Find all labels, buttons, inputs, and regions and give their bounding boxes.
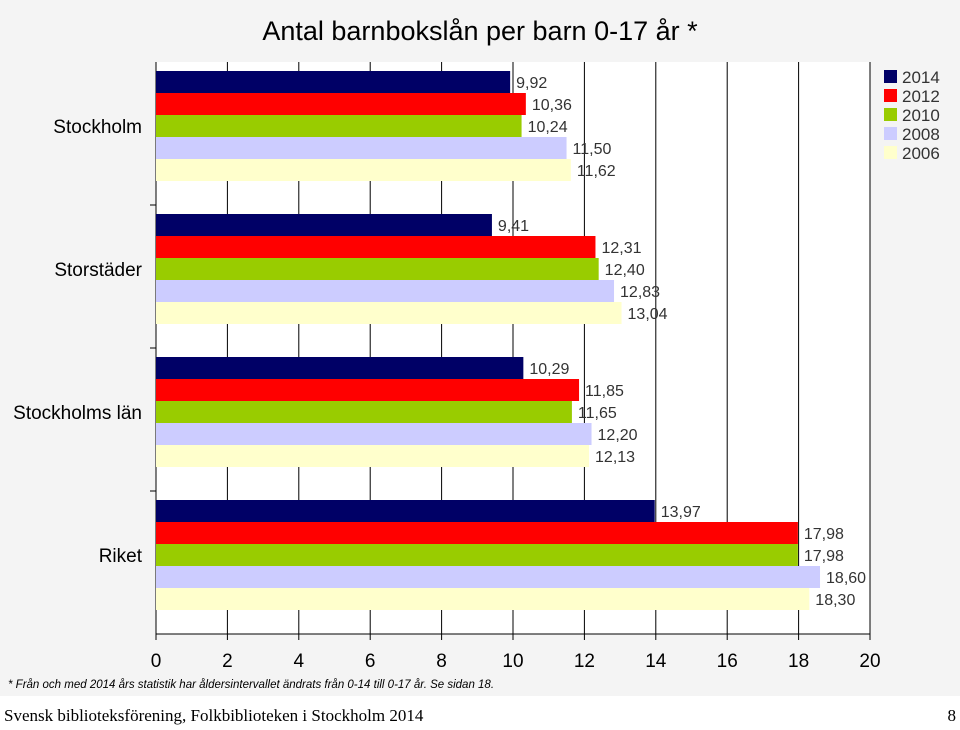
- x-tick-label: 16: [717, 651, 738, 672]
- data-label: 11,50: [573, 141, 612, 158]
- x-tick-label: 10: [502, 651, 523, 672]
- bar-2006: [156, 159, 571, 181]
- bar-2012: [156, 236, 596, 258]
- category-label: Storstäder: [54, 260, 142, 281]
- x-tick-label: 20: [859, 651, 880, 672]
- data-label: 10,24: [528, 119, 568, 136]
- bar-2010: [156, 115, 522, 137]
- data-label: 9,92: [516, 75, 547, 92]
- bar-2014: [156, 71, 511, 93]
- bar-2006: [156, 588, 810, 610]
- bar-2008: [156, 137, 567, 159]
- legend-label: 2008: [902, 125, 940, 144]
- legend-swatch-2012: [884, 89, 897, 102]
- data-label: 13,04: [628, 306, 668, 323]
- data-label: 12,40: [605, 262, 645, 279]
- x-tick-label: 2: [222, 651, 233, 672]
- bar-chart: Antal barnbokslån per barn 0-17 år * 9,9…: [8, 16, 940, 691]
- category-label: Stockholm: [53, 117, 142, 138]
- page-footer: Svensk biblioteksförening, Folkbibliotek…: [0, 696, 960, 730]
- bar-2008: [156, 423, 592, 445]
- bar-2010: [156, 544, 798, 566]
- bar-2010: [156, 258, 599, 280]
- data-label: 17,98: [804, 526, 844, 543]
- bar-2010: [156, 401, 572, 423]
- legend-label: 2010: [902, 106, 940, 125]
- legend-label: 2006: [902, 144, 940, 163]
- bar-2014: [156, 500, 655, 522]
- data-label: 10,29: [529, 361, 569, 378]
- bar-2012: [156, 93, 526, 115]
- legend-swatch-2014: [884, 70, 897, 83]
- bar-2014: [156, 357, 524, 379]
- x-tick-label: 18: [788, 651, 809, 672]
- legend-swatch-2010: [884, 108, 897, 121]
- legend-label: 2014: [902, 68, 940, 87]
- x-tick-label: 8: [436, 651, 447, 672]
- data-label: 11,62: [577, 163, 616, 180]
- bar-2006: [156, 445, 590, 467]
- data-label: 12,20: [598, 427, 638, 444]
- data-label: 18,30: [815, 592, 855, 609]
- footer-source: Svensk biblioteksförening, Folkbibliotek…: [4, 706, 424, 725]
- x-tick-label: 0: [151, 651, 162, 672]
- data-label: 17,98: [804, 548, 844, 565]
- data-label: 9,41: [498, 218, 529, 235]
- footnote: * Från och med 2014 års statistik har ål…: [8, 679, 494, 691]
- bar-2008: [156, 280, 615, 302]
- chart-area: Antal barnbokslån per barn 0-17 år * 9,9…: [0, 0, 960, 696]
- x-tick-label: 12: [574, 651, 595, 672]
- category-label: Stockholms län: [13, 403, 142, 424]
- legend-swatch-2008: [884, 127, 897, 140]
- category-label: Riket: [99, 546, 143, 567]
- bar-2006: [156, 302, 622, 324]
- bar-2014: [156, 214, 492, 236]
- x-tick-label: 4: [294, 651, 305, 672]
- legend-swatch-2006: [884, 146, 897, 159]
- x-tick-label: 14: [645, 651, 667, 672]
- bar-2008: [156, 566, 821, 588]
- data-label: 18,60: [826, 570, 866, 587]
- page-number: 8: [947, 706, 957, 725]
- legend-label: 2012: [902, 87, 940, 106]
- data-label: 12,83: [620, 284, 660, 301]
- data-label: 11,85: [585, 383, 624, 400]
- data-label: 11,65: [578, 405, 617, 422]
- bar-2012: [156, 379, 580, 401]
- x-tick-label: 6: [365, 651, 376, 672]
- data-label: 12,31: [601, 240, 641, 257]
- bar-2012: [156, 522, 798, 544]
- data-label: 10,36: [532, 97, 572, 114]
- data-label: 13,97: [661, 504, 701, 521]
- chart-title: Antal barnbokslån per barn 0-17 år *: [262, 16, 698, 46]
- data-label: 12,13: [595, 449, 635, 466]
